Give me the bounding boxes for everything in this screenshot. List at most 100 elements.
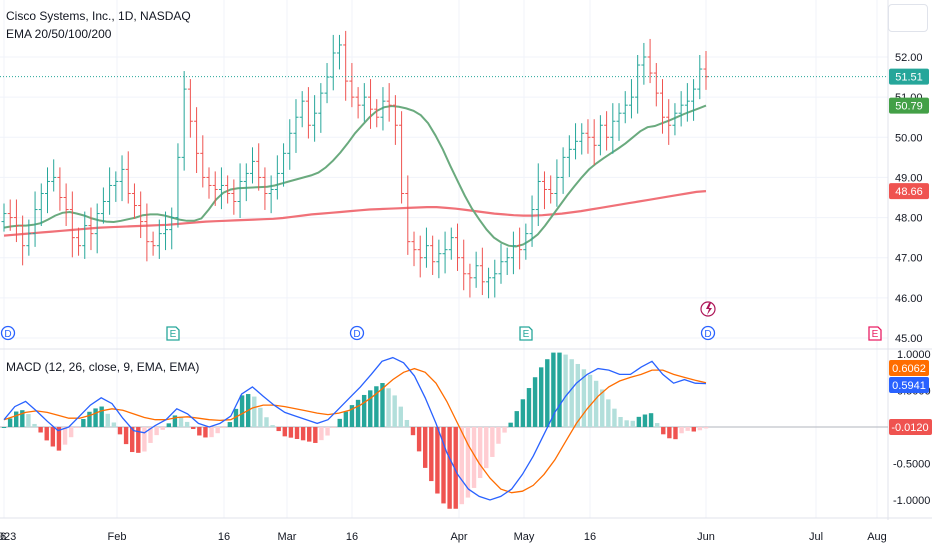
macd-hist-bar (1, 427, 7, 428)
hist-badge: -0.0120 (889, 419, 932, 435)
macd-hist-bar (184, 421, 190, 427)
macd-hist-bar (661, 427, 666, 435)
time-tick-label: Jun (697, 531, 715, 543)
macd-hist-bar (398, 406, 403, 427)
macd-hist-bar (416, 427, 422, 452)
macd-hist-bar (563, 354, 568, 427)
event-label: E (872, 329, 879, 340)
macd-hist-bar (276, 427, 281, 432)
signal-badge: 0.6062 (889, 360, 929, 376)
macd-hist-bar (288, 427, 294, 438)
macd-hist-bar (221, 427, 226, 429)
time-tick-label: 16 (346, 531, 358, 543)
macd-hist-bar (654, 423, 660, 427)
earnings-shape (519, 326, 533, 341)
ema20-line (3, 104, 707, 248)
macd-hist-bar (32, 423, 37, 427)
ema20-badge-bg (889, 97, 929, 114)
ema200-badge-bg (889, 183, 929, 200)
macd-hist-bar (129, 427, 135, 453)
macd-hist-bar (685, 427, 690, 431)
macd-hist-bar (7, 418, 13, 427)
macd-hist-bar (75, 427, 80, 428)
macd-hist-bar (20, 410, 25, 427)
macd-hist-bar (380, 383, 385, 427)
macd-hist-bar (374, 386, 379, 427)
macd-hist-bar (313, 427, 318, 443)
macd-hist-bar (368, 390, 373, 427)
macd-hist-bar (496, 427, 501, 444)
macd-hist-bar (38, 427, 43, 433)
macd-hist-bar (56, 427, 62, 451)
macd-hist-bar (447, 427, 452, 509)
macd-hist-bar (703, 427, 709, 429)
signal-badge-bg (889, 360, 929, 376)
time-tick-label: May (514, 531, 535, 543)
ema200-badge: 48.66 (889, 183, 929, 200)
time-tick-label: 2023 (0, 531, 16, 543)
macd-hist-bar (282, 427, 287, 437)
macd-hist-bar (325, 427, 330, 436)
chart-settings-button[interactable] (888, 4, 928, 32)
macd-tick-label: 1.0000 (897, 349, 931, 361)
macd-hist-bar (178, 416, 184, 427)
macd-hist-bar (87, 411, 92, 427)
dividend-marker: D (349, 325, 365, 341)
time-tick-label: 16 (0, 531, 6, 543)
macd-hist-bar (215, 427, 220, 434)
macd-hist-bar (99, 406, 104, 427)
macd-hist-bar (551, 352, 556, 427)
macd-hist-bar (81, 419, 86, 427)
event-label: D (4, 329, 11, 340)
macd-hist-bar (355, 399, 361, 427)
macd-hist-bar (673, 427, 678, 440)
time-tick-label: Aug (867, 531, 887, 543)
macd-hist-bar (349, 405, 355, 427)
macd-badge: 0.5941 (889, 377, 929, 393)
macd-hist-bar (117, 427, 123, 435)
macd-hist-bar (679, 427, 684, 434)
price-tick-label: 46.00 (895, 293, 923, 305)
macd-hist-bar (26, 414, 31, 427)
time-tick-label: 16 (218, 531, 230, 543)
price-tick-label: 49.00 (895, 172, 923, 184)
macd-hist-bar (630, 420, 635, 427)
macd-hist-bar (319, 427, 324, 441)
macd-hist-bar (307, 427, 312, 442)
macd-hist-bar (697, 427, 703, 431)
macd-hist-bar (484, 427, 489, 469)
earnings-shape (166, 326, 180, 341)
macd-hist-bar (545, 359, 550, 427)
dividend-marker: D (700, 325, 716, 341)
hist-badge-text: -0.0120 (891, 422, 928, 434)
macd-hist-bar (624, 420, 629, 427)
macd-legend: MACD (12, 26, close, 9, EMA, EMA) (6, 360, 200, 374)
time-tick-label: Jul (809, 531, 823, 543)
macd-tick-label: -1.0000 (893, 495, 930, 507)
macd-hist-bar (441, 427, 446, 504)
event-label: D (704, 329, 711, 340)
macd-hist-bar (404, 419, 410, 427)
price-badge: 51.51 (889, 68, 929, 85)
macd-hist-bar (197, 427, 202, 436)
macd-hist-bar (538, 367, 544, 427)
symbol-title: Cisco Systems, Inc., 1D, NASDAQ (6, 9, 191, 23)
price-tick-label: 47.00 (895, 253, 923, 265)
macd-hist-bar (44, 427, 49, 441)
lightning-bolt (706, 303, 712, 315)
macd-hist-bar (532, 377, 538, 427)
macd-hist-bar (490, 427, 495, 457)
macd-hist-bar (300, 427, 306, 441)
ema200-badge-text: 48.66 (895, 186, 923, 198)
macd-hist-bar (227, 422, 233, 427)
macd-hist-bar (410, 427, 416, 436)
value-badges: 51.51 50.79 48.66 0.6062 0.5941 -0.0120 (889, 68, 932, 435)
signal-badge-text: 0.6062 (892, 363, 926, 375)
ema200-path (3, 190, 707, 237)
price-tick-label: 50.00 (895, 132, 923, 144)
macd-hist-bar (209, 427, 214, 438)
dividend-circle (700, 325, 716, 341)
ema20-badge-text: 50.79 (895, 101, 923, 113)
candles (1, 30, 709, 299)
